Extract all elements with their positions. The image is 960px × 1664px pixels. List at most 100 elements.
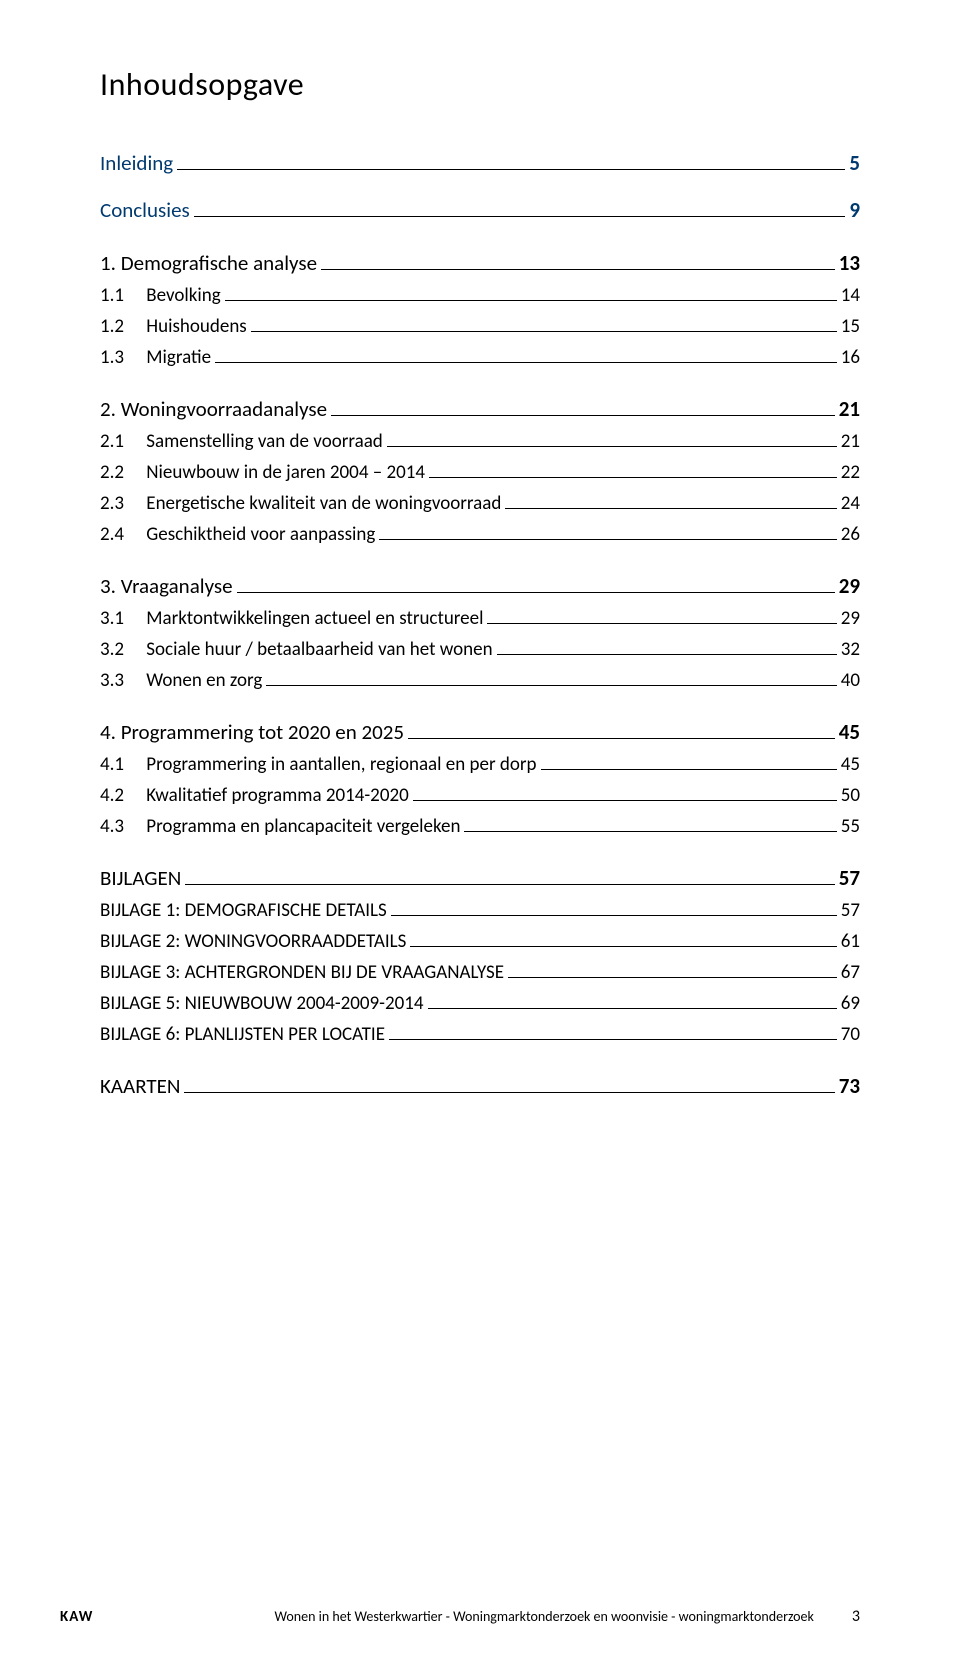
toc-label-text: BIJLAGEN <box>100 865 181 891</box>
toc-leader-line <box>410 928 836 947</box>
toc-page-number: 21 <box>839 396 860 422</box>
toc-page-number: 29 <box>841 607 860 630</box>
toc-page-number: 21 <box>841 430 860 453</box>
toc-page-number: 57 <box>841 899 860 922</box>
toc-label: 2.3 Energetische kwaliteit van de woning… <box>100 492 501 515</box>
toc-label: 2.4 Geschiktheid voor aanpassing <box>100 523 375 546</box>
toc-leader-line <box>177 149 845 170</box>
toc-leader-line <box>185 864 834 885</box>
toc-entry: 3.1 Marktontwikkelingen actueel en struc… <box>100 605 860 630</box>
toc-label: 1.1 Bevolking <box>100 284 221 307</box>
toc-number: 3. <box>100 573 116 599</box>
toc-entry: 4.1 Programmering in aantallen, regionaa… <box>100 751 860 776</box>
toc-number: 2.3 <box>100 492 142 515</box>
toc-entry: BIJLAGE 1: DEMOGRAFISCHE DETAILS 57 <box>100 897 860 922</box>
toc-number: 1.3 <box>100 346 142 369</box>
toc-label-text: Samenstelling van de voorraad <box>146 430 382 453</box>
toc-leader-line <box>429 459 837 478</box>
toc-number: 3.3 <box>100 669 142 692</box>
toc-number: 4.1 <box>100 753 142 776</box>
toc-page-number: 45 <box>839 719 860 745</box>
toc-label: 2. Woningvoorraadanalyse <box>100 396 327 422</box>
toc-label: 3.3 Wonen en zorg <box>100 669 262 692</box>
toc-number: 1.2 <box>100 315 142 338</box>
toc-label-text: BIJLAGE 5: NIEUWBOUW 2004-2009-2014 <box>100 992 424 1015</box>
page-footer: KAW Wonen in het Westerkwartier - Woning… <box>0 1607 960 1626</box>
page-title: Inhoudsopgave <box>100 65 860 104</box>
toc-number: 3.1 <box>100 607 142 630</box>
toc-page-number: 45 <box>841 753 860 776</box>
toc-label: Inleiding <box>100 150 173 176</box>
toc-label-text: Migratie <box>146 346 211 369</box>
toc-label-text: Sociale huur / betaalbaarheid van het wo… <box>146 638 492 661</box>
toc-label: 2.2 Nieuwbouw in de jaren 2004 – 2014 <box>100 461 425 484</box>
toc-leader-line <box>389 1021 837 1040</box>
toc-label-text: Energetische kwaliteit van de woningvoor… <box>146 492 501 515</box>
toc-leader-line <box>505 490 836 509</box>
toc-leader-line <box>251 313 837 332</box>
toc-label: 3. Vraaganalyse <box>100 573 233 599</box>
toc-entry: Inleiding5 <box>100 149 860 176</box>
toc-entry: 2.1 Samenstelling van de voorraad 21 <box>100 428 860 453</box>
toc-page-number: 70 <box>841 1023 860 1046</box>
toc-leader-line <box>237 572 835 593</box>
toc-entry: BIJLAGE 3: ACHTERGRONDEN BIJ DE VRAAGANA… <box>100 959 860 984</box>
toc-number: 4.2 <box>100 784 142 807</box>
toc-label: BIJLAGE 5: NIEUWBOUW 2004-2009-2014 <box>100 992 424 1015</box>
toc-leader-line <box>391 897 837 916</box>
toc-leader-line <box>331 395 835 416</box>
toc-label: BIJLAGE 6: PLANLIJSTEN PER LOCATIE <box>100 1023 385 1046</box>
toc-entry: 1.2 Huishoudens15 <box>100 313 860 338</box>
toc-label-text: Inleiding <box>100 150 173 176</box>
toc-number: 4. <box>100 719 116 745</box>
toc-number: 3.2 <box>100 638 142 661</box>
toc-leader-line <box>464 813 836 832</box>
toc-leader-line <box>184 1072 834 1093</box>
footer-doc-title: Wonen in het Westerkwartier - Woningmark… <box>275 1608 814 1625</box>
toc-label: 1. Demografische analyse <box>100 250 317 276</box>
toc-label-text: Demografische analyse <box>121 250 317 276</box>
toc-number: 2.4 <box>100 523 142 546</box>
toc-label: BIJLAGE 1: DEMOGRAFISCHE DETAILS <box>100 899 387 922</box>
toc-page-number: 67 <box>841 961 860 984</box>
toc-entry: 4.2 Kwalitatief programma 2014-202050 <box>100 782 860 807</box>
toc-label: KAARTEN <box>100 1073 180 1099</box>
toc-page-number: 16 <box>841 346 860 369</box>
toc-page-number: 24 <box>841 492 860 515</box>
toc-page-number: 13 <box>839 250 860 276</box>
toc-label: 4.2 Kwalitatief programma 2014-2020 <box>100 784 409 807</box>
toc-entry: 2. Woningvoorraadanalyse 21 <box>100 395 860 422</box>
toc-label: 3.1 Marktontwikkelingen actueel en struc… <box>100 607 483 630</box>
toc-leader-line <box>215 344 837 363</box>
toc-page-number: 14 <box>841 284 860 307</box>
toc-label: 1.2 Huishoudens <box>100 315 247 338</box>
toc-entry: 1. Demografische analyse 13 <box>100 249 860 276</box>
toc-label: BIJLAGE 2: WONINGVOORRAADDETAILS <box>100 930 406 953</box>
toc-label-text: Marktontwikkelingen actueel en structure… <box>146 607 483 630</box>
toc-label-text: Wonen en zorg <box>146 669 262 692</box>
toc-label-text: BIJLAGE 6: PLANLIJSTEN PER LOCATIE <box>100 1023 385 1046</box>
toc-label-text: Kwalitatief programma 2014-2020 <box>146 784 408 807</box>
toc-entry: Conclusies9 <box>100 196 860 223</box>
toc-label: 4.3 Programma en plancapaciteit vergelek… <box>100 815 460 838</box>
table-of-contents: Inleiding5 Conclusies9 1. Demografische an… <box>100 149 860 1099</box>
toc-label: 4.1 Programmering in aantallen, regionaa… <box>100 753 537 776</box>
toc-label: 2.1 Samenstelling van de voorraad <box>100 430 383 453</box>
toc-leader-line <box>508 959 837 978</box>
toc-leader-line <box>428 990 837 1009</box>
toc-label: 3.2 Sociale huur / betaalbaarheid van he… <box>100 638 493 661</box>
toc-entry: BIJLAGE 2: WONINGVOORRAADDETAILS61 <box>100 928 860 953</box>
toc-leader-line <box>194 196 846 217</box>
toc-page-number: 32 <box>841 638 860 661</box>
toc-label-text: Woningvoorraadanalyse <box>121 396 327 422</box>
toc-entry: KAARTEN73 <box>100 1072 860 1099</box>
toc-label-text: BIJLAGE 2: WONINGVOORRAADDETAILS <box>100 930 406 953</box>
toc-entry: 3. Vraaganalyse29 <box>100 572 860 599</box>
toc-entry: BIJLAGE 5: NIEUWBOUW 2004-2009-2014 69 <box>100 990 860 1015</box>
toc-label-text: Programma en plancapaciteit vergeleken <box>146 815 460 838</box>
toc-label-text: Vraaganalyse <box>121 573 233 599</box>
toc-leader-line <box>408 718 835 739</box>
toc-page-number: 69 <box>841 992 860 1015</box>
toc-entry: 2.4 Geschiktheid voor aanpassing26 <box>100 521 860 546</box>
toc-number: 2. <box>100 396 116 422</box>
